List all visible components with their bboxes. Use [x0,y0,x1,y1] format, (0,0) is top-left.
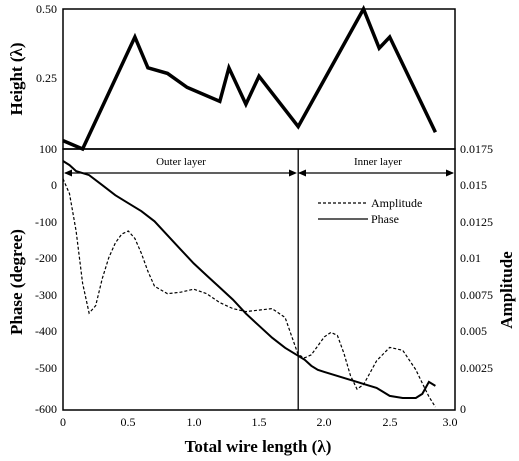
phase-y-tick-label: -500 [35,361,57,375]
height-series-line [62,4,437,152]
phase-y-tick-label: 0 [51,178,57,192]
outer-layer-arrow-left [64,169,72,177]
inner-layer-bracket: Inner layer [298,156,454,177]
x-tick-label: 0.5 [121,415,136,429]
height-y-axis-label: Height (λ) [7,42,26,115]
amplitude-y-tick-label: 0 [460,402,466,416]
inner-layer-label: Inner layer [354,156,402,168]
height-y-tick-label: 0.50 [36,2,57,16]
phase-plot-frame [62,148,456,411]
x-tick-label: 3.0 [443,415,458,429]
x-tick-labels: 0 0.5 1.0 1.5 2.0 2.5 3.0 [60,415,458,429]
phase-y-tick-label: -400 [35,324,57,338]
x-tick-label: 2.5 [383,415,398,429]
x-tick-label: 1.5 [252,415,267,429]
height-y-tick-label: 0.25 [36,71,57,85]
outer-layer-label: Outer layer [156,156,206,168]
amplitude-y-tick-label: 0.0025 [460,361,493,375]
amplitude-y-tick-label: 0.0125 [460,215,493,229]
x-tick-label: 1.0 [187,415,202,429]
phase-series-line [62,160,436,399]
phase-y-tick-label: -600 [35,402,57,416]
x-tick-label: 0 [60,415,66,429]
amplitude-series-line [62,178,436,408]
amplitude-y-tick-label: 0.005 [460,324,487,338]
height-y-tick-label: 100 [39,142,57,156]
phase-y-tick-labels: 0 -100 -200 -300 -400 -500 -600 [35,178,57,416]
phase-y-tick-label: -300 [35,288,57,302]
amplitude-y-axis-label: Amplitude [497,251,516,329]
amplitude-y-tick-label: 0.0075 [460,288,493,302]
outer-layer-bracket: Outer layer [64,156,297,177]
outer-layer-arrow-right [289,169,297,177]
amplitude-y-tick-labels: 0.0175 0.015 0.0125 0.01 0.0075 0.005 0.… [460,142,493,416]
legend-phase-label: Phase [371,212,399,226]
amplitude-y-tick-label: 0.015 [460,178,487,192]
legend: Amplitude Phase [318,196,422,226]
x-tick-label: 2.0 [317,415,332,429]
x-axis-label: Total wire length (λ) [185,437,332,456]
amplitude-y-tick-label: 0.01 [460,251,481,265]
inner-layer-arrow-left [298,169,306,177]
phase-y-tick-label: -200 [35,251,57,265]
phase-y-axis-label: Phase (degree) [7,229,26,335]
height-y-tick-labels: 0.50 0.25 100 [36,2,57,156]
amplitude-y-tick-label: 0.0175 [460,142,493,156]
phase-y-tick-label: -100 [35,215,57,229]
legend-amplitude-label: Amplitude [371,196,422,210]
inner-layer-arrow-right [446,169,454,177]
